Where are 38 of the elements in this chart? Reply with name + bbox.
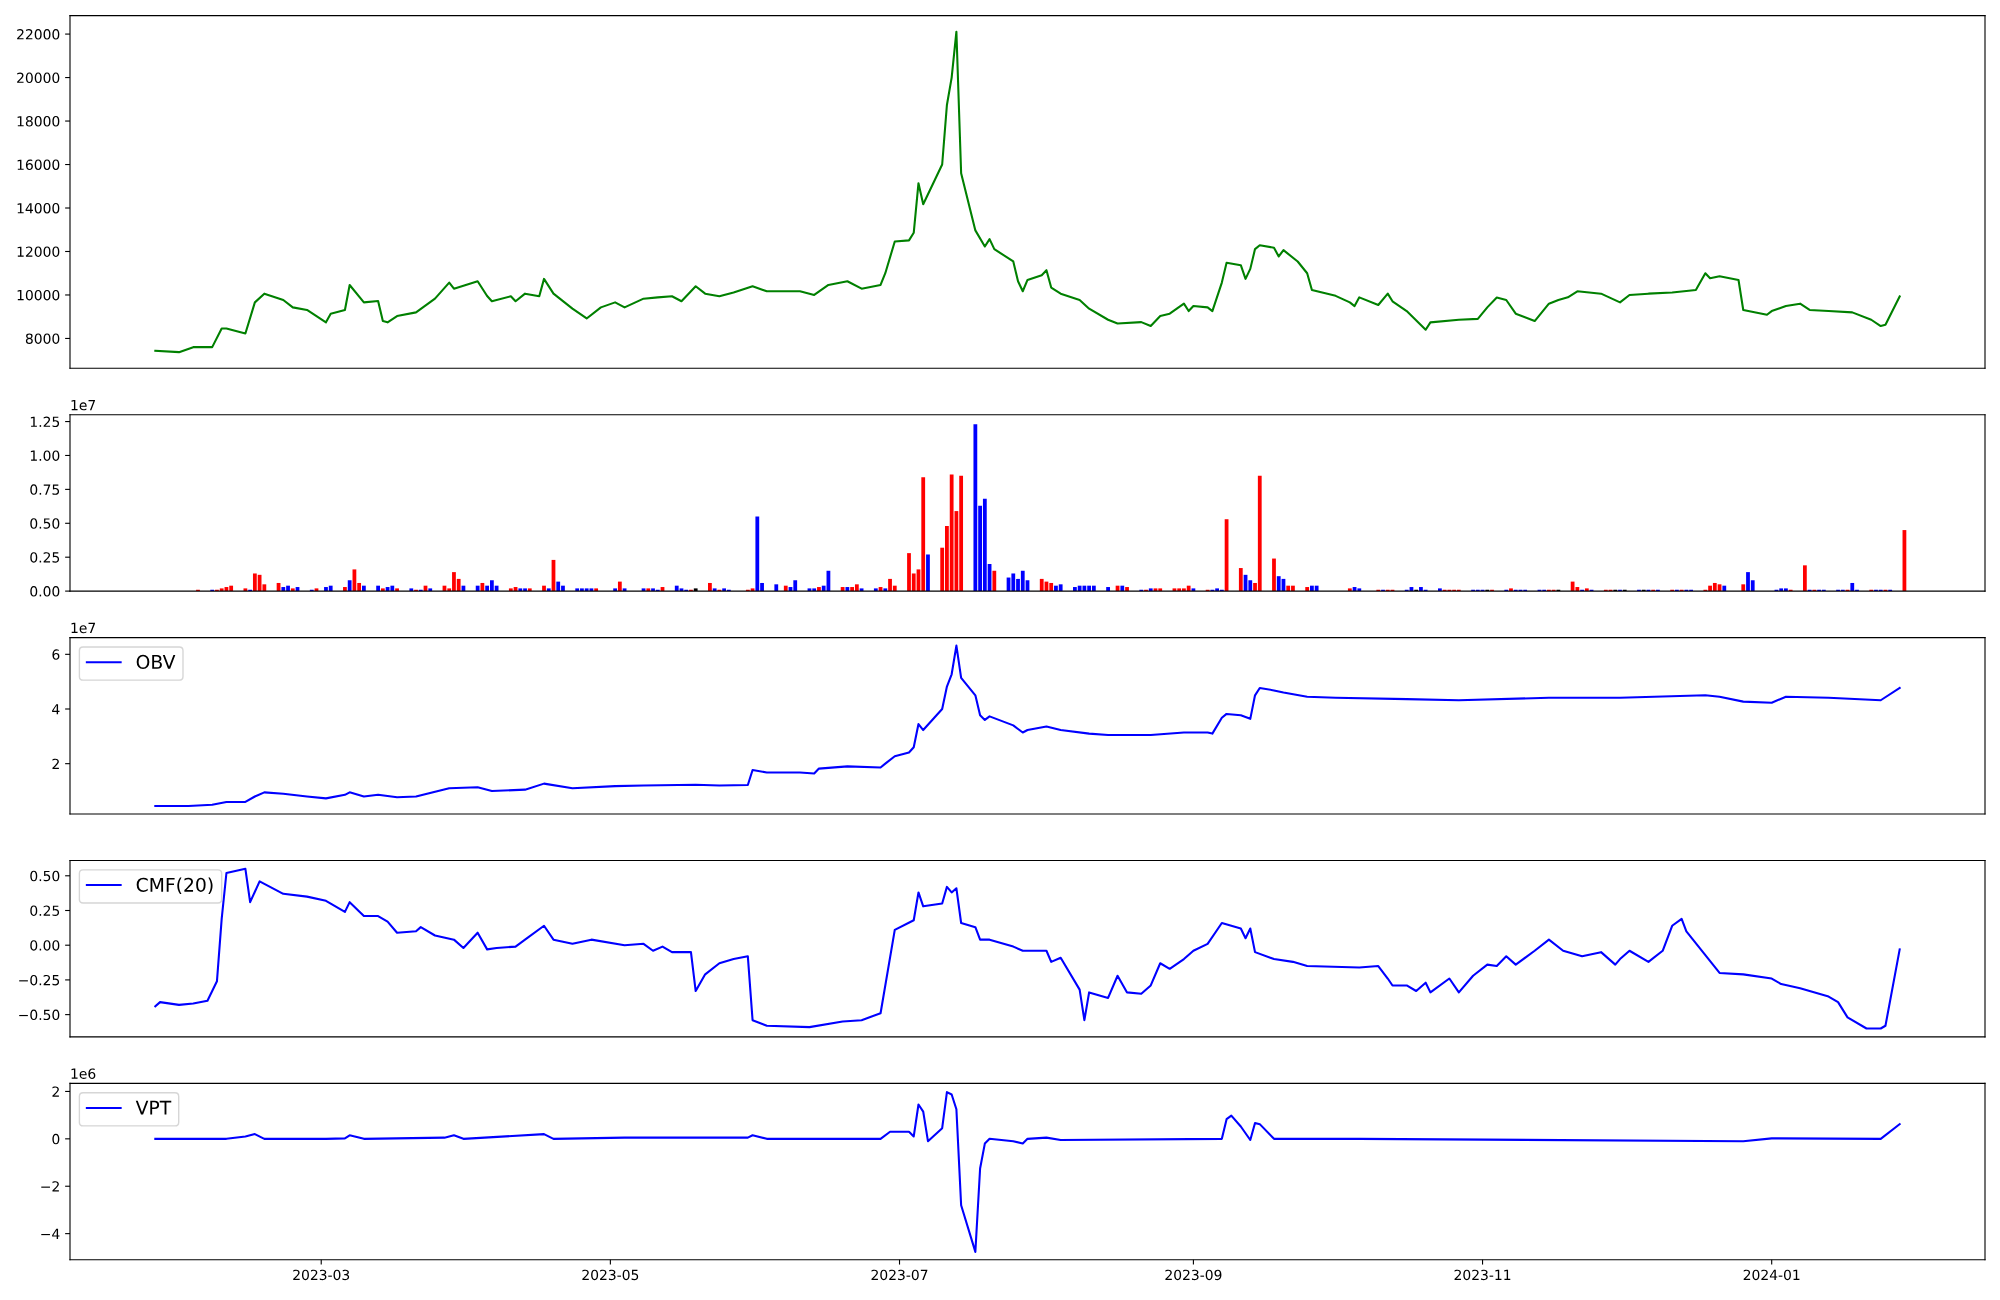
y-tick-label: 12000 [17,246,60,257]
y-tick-label: 2 [52,758,59,769]
y-tick-label: 10000 [17,289,60,301]
text: 1e7 [71,622,96,634]
y-tick-label: 0.00 [30,586,60,597]
y-tick-label: −2 [41,1181,59,1192]
text: 1e6 [71,1068,96,1079]
y-tick-label: −0.50 [19,1009,60,1021]
y-tick-label: 0.50 [30,518,60,529]
x-tick-label: 2023-11 [1454,1269,1511,1281]
y-tick-label: 1.00 [30,450,60,461]
y-tick-label: 0.75 [30,484,60,495]
y-tick-label: 0.00 [30,940,60,951]
y-tick-label: 6 [52,649,60,660]
y-tick-label: 0.25 [30,905,60,916]
y-tick-label: 18000 [17,116,60,127]
x-tick-label: 2024-01 [1743,1269,1800,1281]
y-tick-label: 8000 [25,333,60,344]
y-tick-label: −4 [41,1228,60,1239]
x-tick-label: 2023-09 [1165,1269,1222,1281]
x-tick-label: 2023-03 [293,1269,350,1281]
y-tick-label: 22000 [17,29,60,40]
x-tick-label: 2023-07 [871,1269,928,1281]
y-tick-label: 4 [52,704,60,715]
y-tick-label: 20000 [17,72,60,84]
y-tick-label: 2 [52,1086,59,1097]
legend-label: CMF(20) [136,877,213,895]
y-tick-label: 1.25 [30,416,60,428]
y-tick-label: 0.50 [30,870,60,882]
y-tick-label: −0.25 [19,974,60,986]
x-tick-label: 2023-05 [582,1269,639,1281]
text: 1e7 [71,400,96,411]
y-tick-label: 0 [52,1133,60,1145]
y-tick-label: 0.25 [30,552,60,563]
y-tick-label: 14000 [17,202,60,214]
y-tick-label: 16000 [17,159,60,170]
legend-label: OBV [136,654,176,670]
legend-label: VPT [135,1100,172,1115]
